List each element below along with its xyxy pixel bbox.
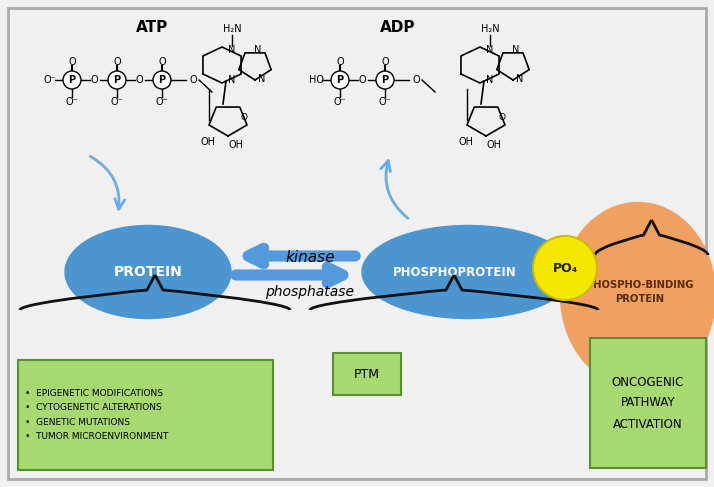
Text: PROTEIN: PROTEIN (114, 265, 182, 279)
Ellipse shape (362, 225, 574, 318)
Text: O: O (114, 57, 121, 67)
Text: PTM: PTM (354, 368, 380, 380)
Text: HO: HO (308, 75, 323, 85)
FancyBboxPatch shape (590, 338, 706, 468)
Circle shape (533, 236, 597, 300)
Text: P: P (114, 75, 121, 85)
Text: H₂N: H₂N (223, 24, 241, 34)
Text: O: O (358, 75, 366, 85)
Circle shape (153, 71, 171, 89)
Text: N: N (486, 75, 493, 85)
Text: N: N (228, 75, 236, 85)
Text: N: N (513, 45, 520, 55)
Text: O: O (336, 57, 344, 67)
FancyBboxPatch shape (18, 360, 273, 470)
Text: P: P (381, 75, 388, 85)
Text: N: N (228, 45, 236, 55)
Text: O: O (381, 57, 389, 67)
Text: H₂N: H₂N (481, 24, 499, 34)
Text: OH: OH (228, 140, 243, 150)
Ellipse shape (560, 203, 714, 388)
Text: ATP: ATP (136, 19, 168, 35)
Text: O⁻: O⁻ (378, 97, 391, 107)
Text: P: P (159, 75, 166, 85)
Text: ONCOGENIC
PATHWAY
ACTIVATION: ONCOGENIC PATHWAY ACTIVATION (612, 375, 684, 431)
Text: O: O (241, 113, 248, 123)
Text: O: O (189, 75, 197, 85)
Text: O⁻: O⁻ (44, 75, 56, 85)
Text: P: P (69, 75, 76, 85)
Text: OH: OH (458, 137, 473, 147)
Text: O: O (91, 75, 99, 85)
Text: O⁻: O⁻ (333, 97, 346, 107)
Text: O: O (498, 113, 506, 123)
Text: kinase: kinase (286, 249, 335, 264)
Text: O⁻: O⁻ (156, 97, 169, 107)
Text: O: O (136, 75, 144, 85)
Circle shape (376, 71, 394, 89)
Text: OH: OH (201, 137, 216, 147)
Text: PHOSPHOPROTEIN: PHOSPHOPROTEIN (393, 265, 517, 279)
Text: OH: OH (486, 140, 501, 150)
Text: O: O (412, 75, 420, 85)
Text: PHOSPHO-BINDING
PROTEIN: PHOSPHO-BINDING PROTEIN (586, 280, 694, 304)
Circle shape (108, 71, 126, 89)
FancyBboxPatch shape (8, 8, 706, 479)
Text: O: O (69, 57, 76, 67)
Text: phosphatase: phosphatase (266, 285, 354, 299)
Text: N: N (254, 45, 262, 55)
Text: O⁻: O⁻ (66, 97, 79, 107)
Circle shape (331, 71, 349, 89)
Text: O⁻: O⁻ (111, 97, 124, 107)
Text: P: P (336, 75, 343, 85)
Text: N: N (486, 45, 493, 55)
FancyBboxPatch shape (333, 353, 401, 395)
Text: N: N (516, 74, 523, 84)
Text: •  EPIGENETIC MODIFICATIONS
•  CYTOGENETIC ALTERATIONS
•  GENETIC MUTATIONS
•  T: • EPIGENETIC MODIFICATIONS • CYTOGENETIC… (25, 389, 169, 441)
Circle shape (63, 71, 81, 89)
Ellipse shape (65, 225, 231, 318)
Text: ADP: ADP (381, 19, 416, 35)
Text: O: O (159, 57, 166, 67)
Text: PO₄: PO₄ (553, 262, 578, 275)
Text: N: N (258, 74, 266, 84)
